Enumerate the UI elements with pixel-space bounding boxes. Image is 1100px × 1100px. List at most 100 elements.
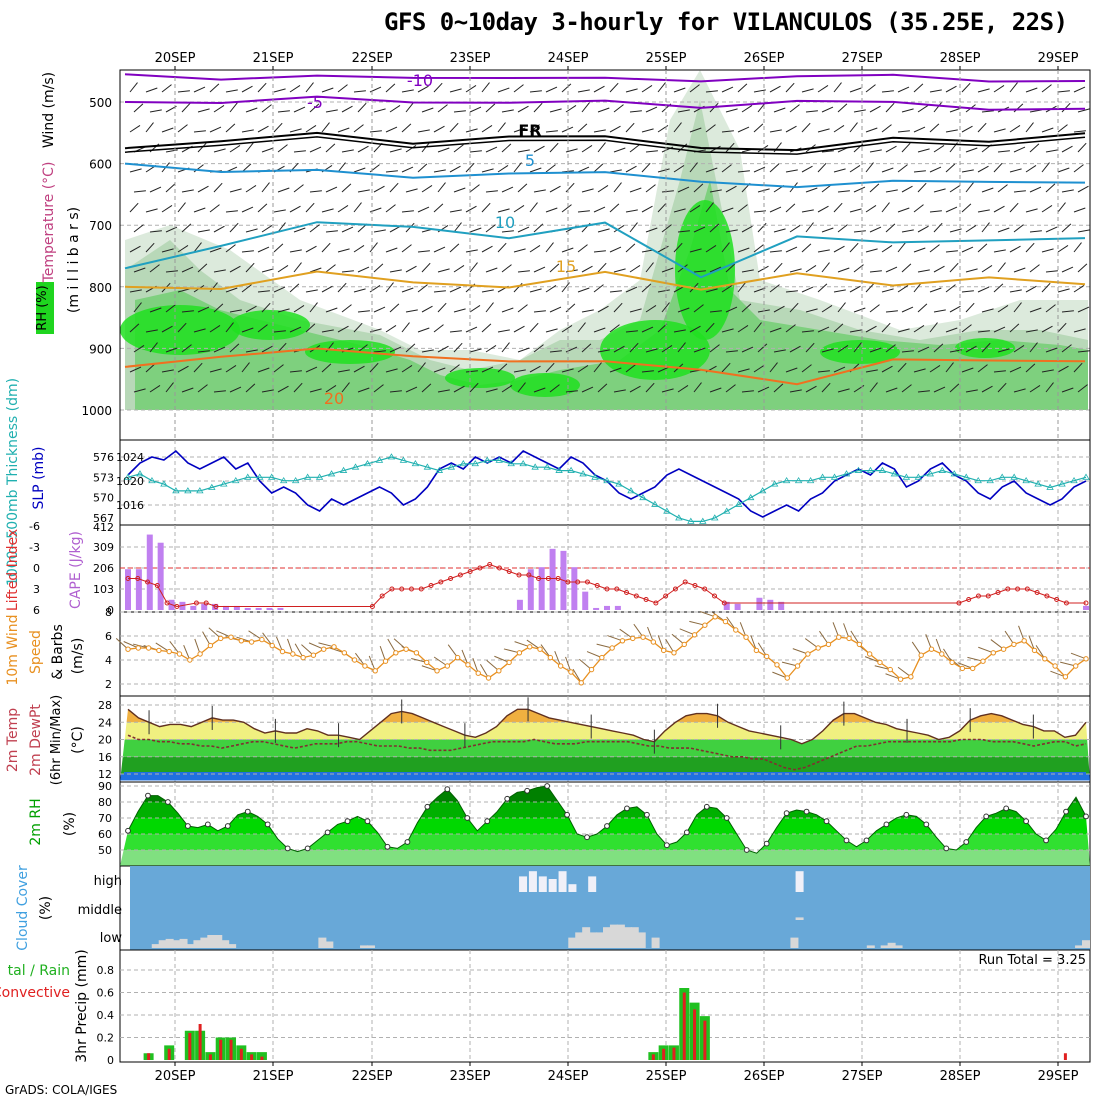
wind-barb — [1077, 108, 1090, 113]
wind-barb — [385, 247, 398, 253]
wind-barb — [1057, 322, 1067, 333]
isotherm-6 — [124, 347, 1086, 386]
wind-barb — [273, 364, 284, 373]
date-label-top: 20SEP — [155, 51, 196, 66]
wind-barb — [497, 87, 510, 93]
contour-label: 15 — [556, 257, 576, 276]
cape-bar — [1083, 605, 1089, 610]
cloud-bar-low — [228, 944, 237, 948]
wind-barb — [389, 346, 402, 353]
wind-barb — [341, 105, 353, 113]
wind-barb — [917, 303, 928, 313]
wind-barb — [293, 382, 303, 393]
wind-barb — [817, 249, 830, 253]
wind-barb — [337, 282, 347, 293]
wind-barb — [1045, 304, 1056, 313]
precip-convective-bar — [208, 1054, 212, 1060]
li-marker — [1034, 590, 1040, 595]
wind-barb — [181, 223, 192, 233]
wind-barb — [1073, 130, 1086, 133]
wind-barb — [421, 184, 433, 193]
wind-barb — [817, 370, 830, 373]
wind-speed-marker — [939, 651, 945, 657]
wind-speed-marker — [547, 654, 554, 661]
wind-barb — [865, 162, 874, 173]
wind-barb — [129, 82, 138, 93]
wind-barb — [1073, 207, 1086, 213]
wind-barb — [433, 125, 445, 133]
wind-barb — [449, 122, 459, 133]
rh-marker — [1003, 805, 1010, 812]
thickness-marker — [220, 480, 228, 487]
wind-barb — [385, 282, 394, 293]
wind-barb — [433, 367, 446, 373]
ylabel-temperature: Temperature (°C) — [41, 162, 57, 284]
wind-barb — [917, 182, 927, 193]
slp-tick-label: 1024 — [116, 451, 144, 464]
wind-barb — [469, 227, 482, 233]
wind-barb — [485, 388, 498, 393]
date-label-bottom: 28SEP — [940, 1069, 981, 1084]
wind-barb — [581, 386, 594, 393]
wind-barb — [417, 129, 430, 133]
wind-barb — [353, 124, 364, 133]
thickness-marker — [735, 500, 743, 507]
wind-barb — [1045, 270, 1058, 273]
wind-barb — [981, 308, 994, 313]
wind-barb — [225, 123, 236, 133]
wind-barb — [625, 122, 635, 133]
cape-bar — [767, 599, 774, 610]
cloud-bar-low — [193, 940, 202, 948]
cloud-bar-low — [221, 940, 230, 948]
wind-barb — [773, 107, 786, 113]
wind-barb — [565, 269, 578, 273]
wind-barb — [497, 164, 509, 173]
wind-barb — [449, 209, 462, 213]
wind-barb — [373, 384, 384, 393]
wind-barb — [1073, 164, 1084, 173]
wind-barb — [565, 148, 578, 153]
wind-barb — [437, 302, 447, 313]
wind-barb — [1061, 102, 1071, 113]
wind-barb — [453, 264, 465, 273]
wind-barb — [677, 186, 690, 193]
wind-barb — [417, 163, 428, 173]
wind-barb — [165, 149, 178, 153]
cloud-bar-low — [200, 937, 209, 948]
thickness-marker — [447, 463, 456, 470]
wind-barb — [337, 162, 346, 173]
wind-barb — [161, 248, 174, 253]
wind-speed-marker — [1083, 656, 1089, 662]
wind-barb — [437, 268, 450, 273]
wind-barb — [421, 305, 433, 313]
wind-barb — [821, 382, 831, 393]
cape-bar — [593, 607, 600, 610]
rh-shade-saturated — [230, 310, 310, 340]
thickness-marker — [196, 487, 204, 494]
precip-convective-bar — [260, 1056, 264, 1060]
wind-barb — [497, 242, 507, 253]
wind-barb — [881, 322, 891, 333]
wind-barb — [181, 310, 194, 313]
cloud-bar-high — [538, 876, 547, 892]
cloud-bar-low — [603, 927, 611, 948]
thickness-marker — [1070, 476, 1078, 484]
wind-barb — [517, 226, 530, 233]
wind-speed-marker — [1052, 663, 1058, 669]
wind-speed-marker — [897, 676, 904, 682]
wind-barb — [609, 290, 622, 293]
cloud-level-label: low — [100, 931, 123, 946]
wind-speed-marker — [1062, 674, 1069, 680]
li-tick-label: 6 — [33, 604, 40, 617]
wind-barb — [293, 227, 306, 233]
wind-speed-marker — [743, 634, 749, 640]
thickness-marker — [1022, 476, 1030, 484]
wind-barb — [769, 327, 782, 333]
wind-barb — [305, 289, 318, 293]
rh-marker — [943, 845, 950, 852]
wind-barb — [1009, 323, 1020, 333]
cloud-bar-middle — [795, 917, 804, 920]
wind-speed-marker — [156, 647, 162, 654]
wind-speed-marker — [640, 634, 646, 640]
li-tick-label: 0 — [33, 562, 40, 575]
